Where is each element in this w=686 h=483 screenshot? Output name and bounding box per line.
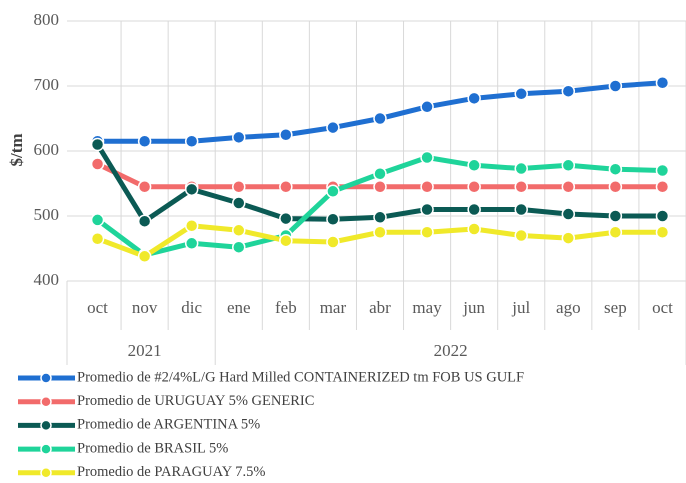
legend-marker (40, 395, 52, 408)
data-point (561, 207, 576, 221)
data-point (373, 210, 387, 225)
data-point (655, 225, 670, 239)
data-point (514, 161, 528, 176)
data-point (561, 231, 576, 245)
legend-label: Promedio de PARAGUAY 7.5% (77, 464, 266, 480)
data-point (420, 202, 434, 217)
data-point (655, 180, 670, 194)
data-point (184, 219, 199, 233)
data-point (373, 167, 387, 181)
x-tick-label: jul (511, 298, 530, 317)
data-point (467, 158, 481, 173)
data-point (137, 134, 152, 148)
x-tick-label: oct (652, 298, 673, 317)
y-tick-label: 500 (34, 205, 60, 224)
data-point (326, 212, 340, 226)
data-point (420, 180, 434, 194)
data-point (420, 100, 434, 114)
year-label: 2021 (128, 341, 162, 360)
legend-label: Promedio de URUGUAY 5% GENERIC (77, 393, 314, 409)
data-point (655, 163, 670, 178)
year-label: 2022 (434, 341, 468, 360)
data-point (90, 137, 105, 152)
data-point (232, 196, 246, 210)
y-tick-label: 400 (34, 270, 60, 289)
y-tick-label: 600 (34, 140, 60, 159)
data-point (420, 150, 434, 165)
data-point (279, 211, 293, 226)
data-point (279, 128, 293, 142)
data-point (561, 180, 576, 194)
data-point (184, 236, 199, 251)
data-point (232, 180, 246, 194)
data-point (608, 225, 623, 239)
data-point (373, 180, 387, 194)
data-point (137, 249, 152, 264)
legend-marker (40, 443, 52, 455)
data-point (608, 180, 623, 194)
legend-label: Promedio de #2/4%L/G Hard Milled CONTAIN… (77, 369, 524, 385)
data-point (184, 182, 199, 197)
data-point (561, 158, 576, 173)
data-point (232, 223, 246, 238)
data-point (514, 228, 528, 243)
data-point (279, 180, 293, 194)
x-tick-label: abr (369, 298, 391, 317)
data-point (326, 235, 340, 249)
y-tick-label: 700 (34, 75, 60, 94)
x-tick-label: dic (181, 298, 202, 317)
x-tick-label: jun (462, 298, 485, 317)
data-point (655, 76, 670, 90)
data-point (514, 202, 528, 217)
x-tick-label: ago (556, 298, 581, 317)
x-tick-label: oct (87, 298, 108, 317)
legend-label: Promedio de ARGENTINA 5% (77, 417, 260, 433)
x-tick-label: sep (604, 298, 627, 317)
y-axis-label: $/tm (7, 133, 26, 166)
data-point (232, 240, 246, 254)
legend-marker (40, 372, 52, 384)
data-point (608, 79, 623, 93)
data-point (467, 91, 481, 106)
data-point (326, 120, 340, 135)
data-point (467, 180, 481, 194)
data-point (514, 180, 528, 194)
data-point (90, 232, 105, 246)
x-tick-label: ene (227, 298, 251, 317)
x-tick-label: feb (275, 298, 297, 317)
y-tick-label: 800 (34, 10, 60, 29)
data-point (232, 130, 246, 145)
legend-label: Promedio de BRASIL 5% (77, 440, 228, 456)
x-tick-label: may (412, 298, 442, 317)
data-point (184, 134, 199, 148)
data-point (420, 225, 434, 239)
data-point (467, 222, 481, 236)
data-point (326, 184, 340, 199)
x-tick-label: nov (132, 298, 158, 317)
data-point (373, 111, 387, 126)
data-point (279, 233, 293, 248)
data-point (608, 162, 623, 176)
data-point (655, 209, 670, 223)
data-point (467, 202, 481, 217)
data-point (90, 213, 105, 227)
data-point (137, 214, 152, 228)
legend-marker (40, 467, 52, 479)
legend-marker (40, 419, 52, 432)
data-point (608, 209, 623, 223)
data-point (137, 180, 152, 194)
x-tick-label: mar (320, 298, 347, 317)
data-point (373, 225, 387, 239)
data-point (561, 84, 576, 98)
data-point (90, 157, 105, 171)
data-point (514, 87, 528, 101)
